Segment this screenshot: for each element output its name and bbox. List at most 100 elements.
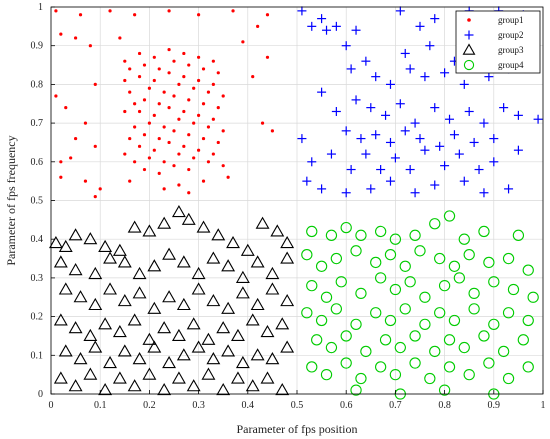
group4-point-71	[374, 361, 387, 373]
group2-point-65	[489, 157, 499, 167]
group2-point-56	[346, 165, 356, 175]
group3-point-62	[231, 328, 245, 342]
group2-point-20	[346, 64, 356, 74]
group4-point-80	[350, 384, 362, 396]
group3-point-57	[157, 321, 172, 334]
group3-point-19	[68, 263, 83, 276]
group3-point-63	[245, 313, 260, 326]
group2-point-44	[356, 134, 366, 144]
group3-point-73	[162, 355, 177, 369]
group4-point-18	[399, 260, 411, 272]
group2-point-4	[395, 6, 405, 16]
group4-point-47	[419, 318, 431, 330]
group1-point-70	[167, 140, 171, 145]
group3-point-17	[280, 235, 295, 249]
group3-point-81	[280, 340, 295, 353]
group3-point-93	[216, 383, 231, 396]
group1-point-49	[147, 156, 151, 160]
group3-point-49	[280, 294, 295, 307]
group1-point-13	[256, 24, 260, 28]
group4-point-2	[340, 221, 352, 234]
group3-point-76	[206, 352, 221, 365]
group4-point-49	[448, 314, 461, 327]
group1-point-79	[192, 121, 196, 125]
group1-point-54	[162, 90, 166, 94]
y-tick-label-5: 0.5	[31, 196, 44, 207]
group4-point-40	[301, 307, 313, 319]
group2-point-66	[513, 145, 523, 155]
group1-point-62	[167, 47, 171, 52]
group2-point-62	[440, 161, 450, 171]
group3-point-74	[176, 348, 191, 361]
x-tick-label-8: 0.8	[438, 400, 451, 411]
group4-point-54	[311, 334, 323, 346]
group1-point-17	[59, 160, 63, 164]
group2-point-31	[381, 110, 391, 120]
group1-point-81	[182, 144, 186, 148]
group1-point-61	[157, 171, 161, 176]
group4-point-33	[419, 291, 431, 303]
group2-point-23	[405, 64, 415, 74]
group3-point-43	[191, 282, 206, 295]
group4-point-59	[394, 341, 406, 354]
legend-item-group2: group2	[464, 30, 524, 40]
group1-point-33	[128, 90, 132, 94]
group3-point-3	[83, 232, 98, 245]
group1-point-58	[157, 136, 161, 141]
group1-point-35	[123, 109, 127, 114]
x-axis-label: Parameter of fps position	[237, 422, 358, 436]
group1-point-104	[162, 187, 166, 191]
group4-point-77	[483, 357, 495, 369]
group2-point-69	[341, 188, 351, 198]
group2-point-1	[317, 14, 327, 24]
group2-point-53	[297, 134, 307, 144]
group2-point-15	[425, 41, 435, 51]
group3-point-80	[265, 352, 280, 365]
group1-point-66	[172, 94, 176, 98]
group3-point-16	[270, 224, 285, 237]
group4-point-25	[522, 264, 534, 276]
x-tick-label-2: 0.2	[143, 400, 156, 411]
group4-point-30	[374, 272, 387, 284]
group2-point-27	[484, 72, 494, 82]
group3-point-86	[112, 371, 127, 384]
group1-point-43	[147, 86, 151, 90]
group1-point-63	[172, 59, 176, 63]
group4-point-70	[355, 372, 367, 385]
group2-point-59	[390, 153, 400, 163]
group3-point-96	[260, 371, 275, 384]
group1-point-48	[137, 144, 142, 148]
group1-point-38	[123, 152, 127, 156]
group2-point-37	[479, 118, 489, 128]
group1-point-105	[177, 183, 181, 187]
group3-point-78	[235, 355, 250, 369]
group3-point-48	[265, 282, 280, 295]
group4-point-12	[301, 249, 313, 261]
group1-point-72	[172, 164, 176, 168]
group1-point-37	[128, 136, 132, 141]
y-tick-label-8: 0.8	[31, 79, 44, 90]
group3-point-66	[58, 344, 73, 357]
group2-point-5	[415, 21, 425, 31]
group1-point-27	[270, 129, 274, 133]
group3-point-79	[250, 348, 265, 361]
group1-point-84	[197, 55, 201, 59]
group4-point-35	[453, 272, 466, 284]
group1-point-98	[216, 106, 220, 110]
group4-point-24	[502, 252, 515, 265]
group4-point-9	[458, 233, 470, 245]
group2-point-49	[435, 141, 445, 151]
group2-point-2	[331, 21, 341, 31]
group1-point-40	[137, 51, 142, 56]
x-tick-label-7: 0.7	[389, 400, 402, 411]
group4-point-1	[325, 229, 338, 241]
group4-point-55	[325, 341, 338, 354]
group1-point-3	[133, 13, 137, 17]
legend-label-group2: group2	[498, 30, 524, 40]
group3-point-20	[88, 266, 103, 280]
y-tick-label-9: 0.9	[31, 41, 44, 52]
group3-point-4	[98, 239, 113, 252]
group4-point-52	[502, 307, 515, 319]
group4-point-23	[483, 256, 495, 269]
group3-point-39	[132, 286, 147, 299]
